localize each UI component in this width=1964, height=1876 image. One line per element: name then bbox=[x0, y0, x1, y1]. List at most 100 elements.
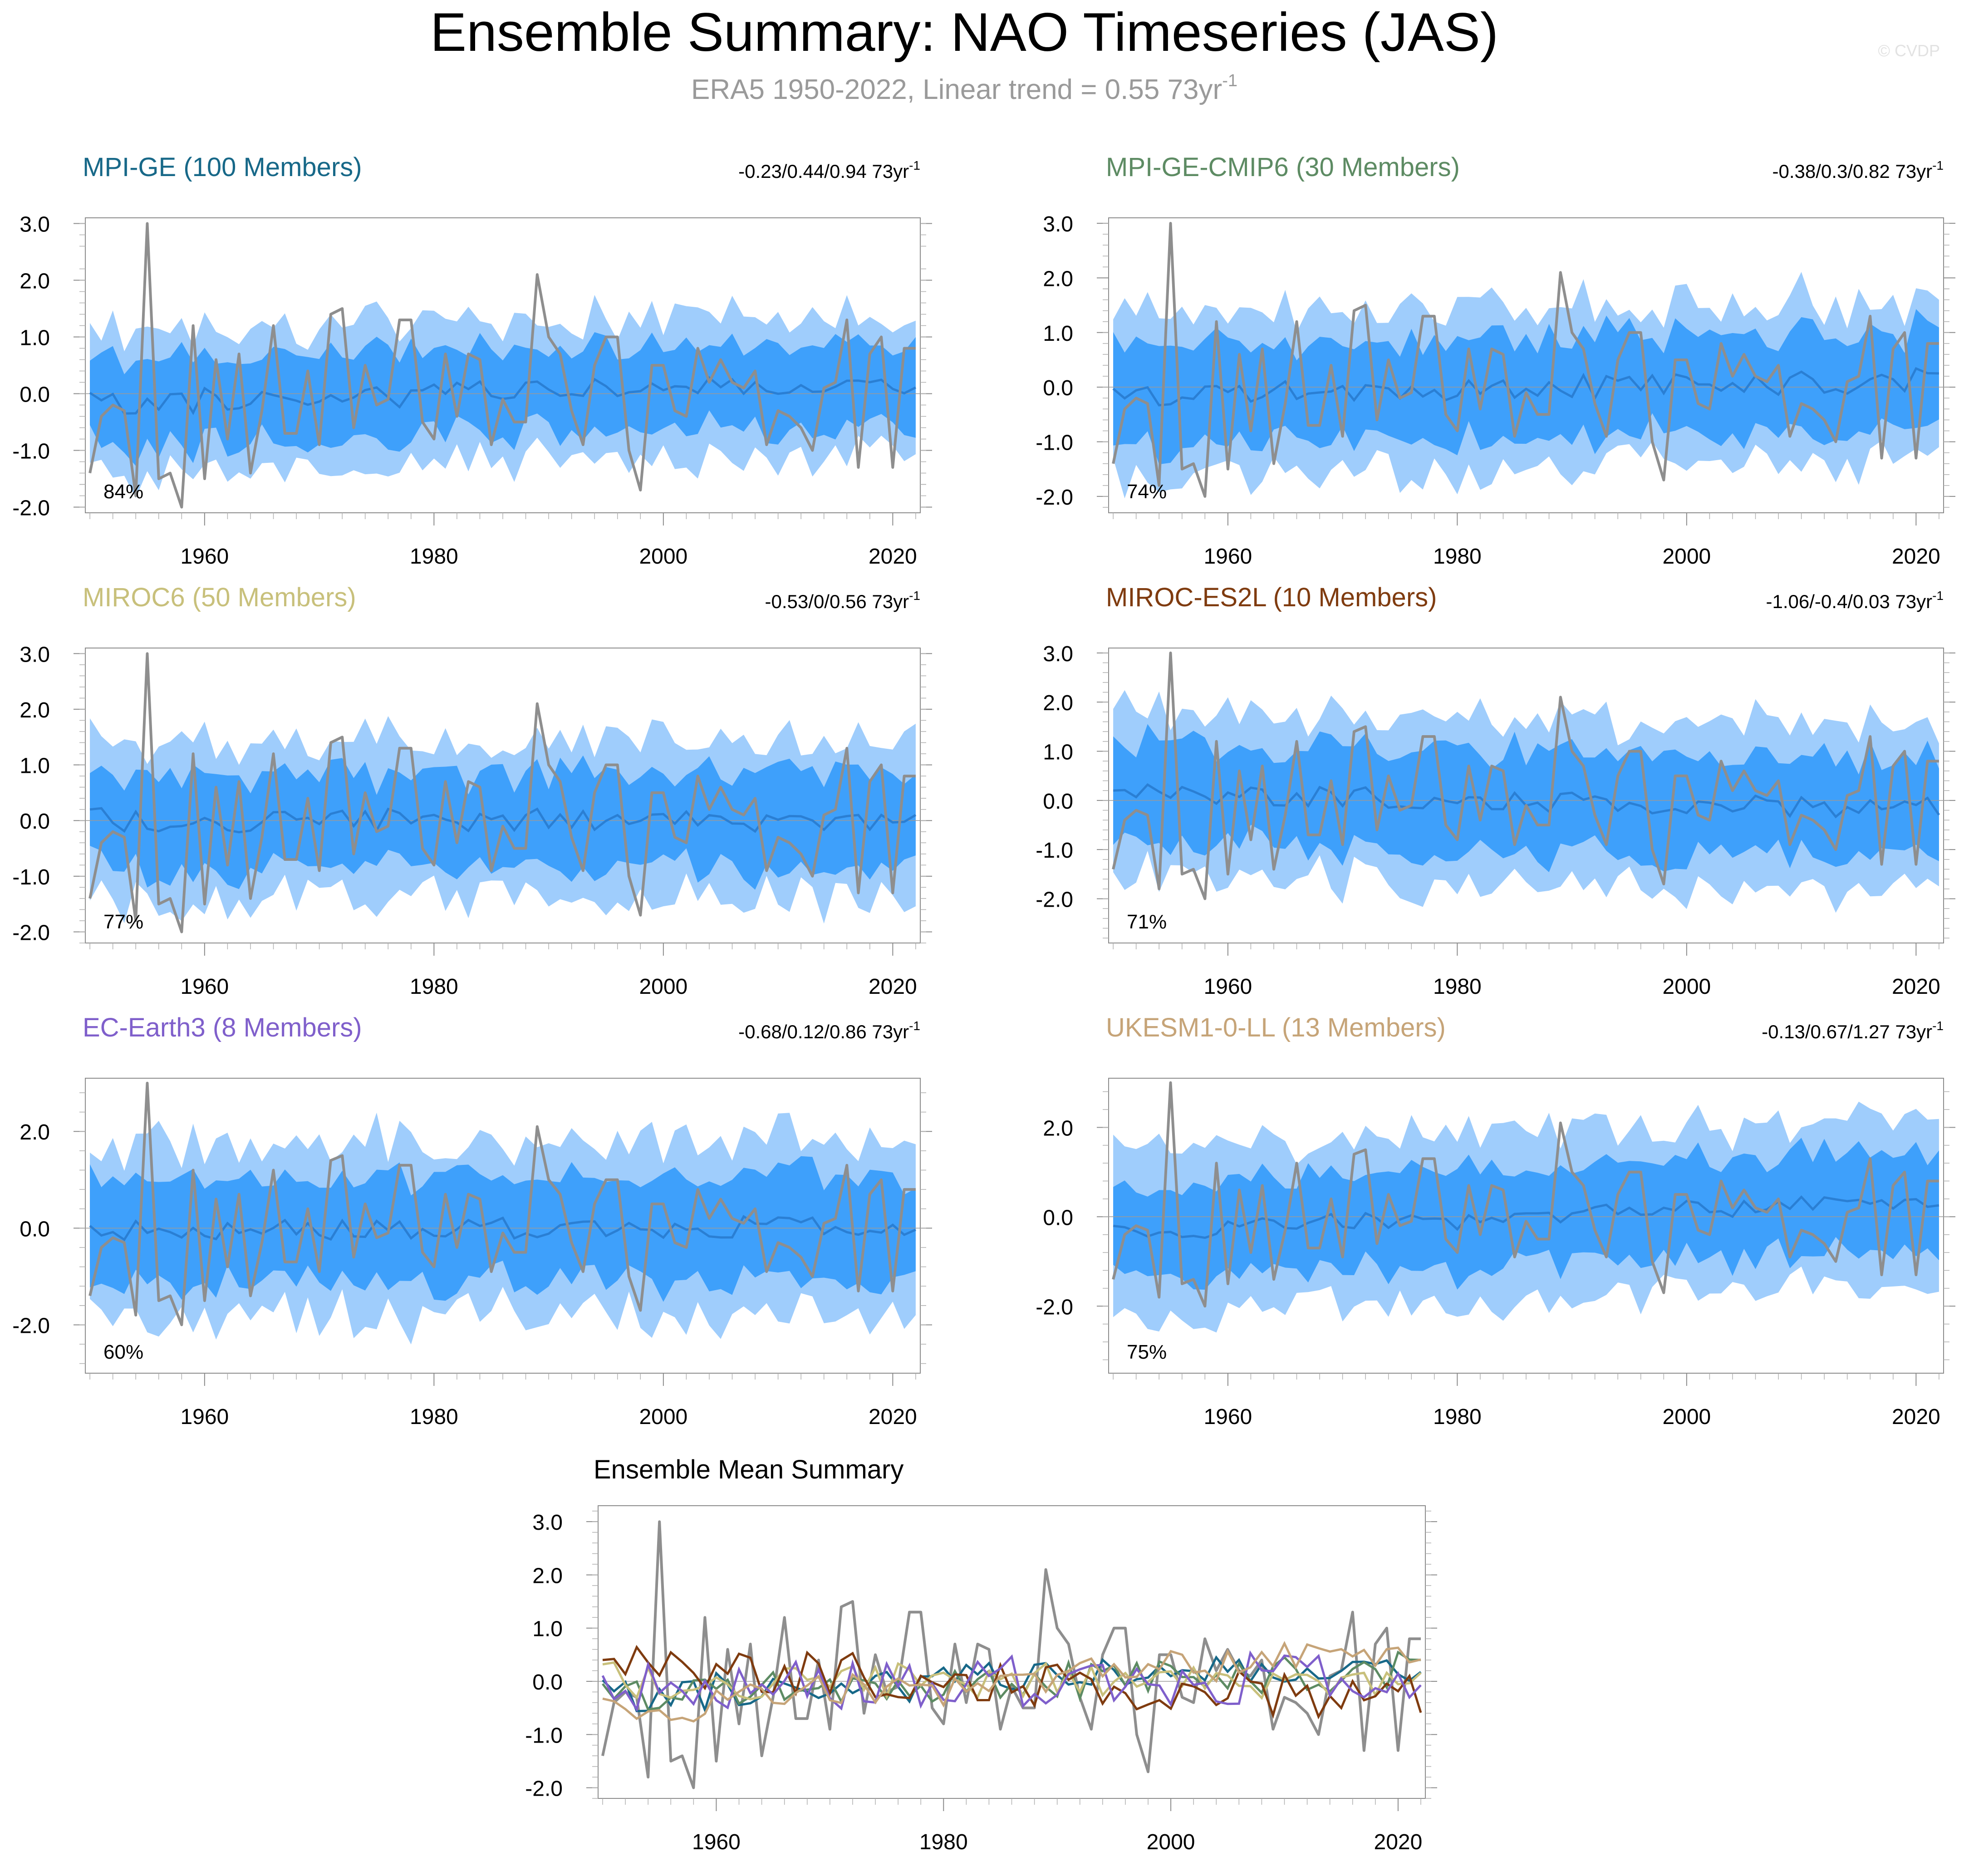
panel-6-trend-unit: 73yr bbox=[1890, 1021, 1932, 1042]
panel-3-xtick-label: 2000 bbox=[639, 975, 687, 999]
panel-6-ytick-label: 0.0 bbox=[1043, 1206, 1073, 1230]
panel-2: -2.0 -1.0 0.0 1.0 2.0 3.0 1960 1980 2000 2020 MPI-… bbox=[1036, 152, 1955, 569]
panel-6-xtick-label: 2000 bbox=[1662, 1405, 1711, 1429]
panel-3-ytick-label: -2.0 bbox=[12, 921, 50, 945]
summary-xtick-label: 1960 bbox=[692, 1830, 741, 1854]
summary-mean-line-6 bbox=[602, 1641, 1421, 1723]
summary-xtick-label: 1980 bbox=[919, 1830, 968, 1854]
panel-3-ytick-label: -1.0 bbox=[12, 865, 50, 889]
panel-6-title: UKESM1-0-LL (13 Members) bbox=[1106, 1013, 1446, 1042]
panel-4-xtick-label: 1960 bbox=[1203, 975, 1252, 999]
panel-2-xtick-label: 1980 bbox=[1433, 545, 1482, 569]
panel-4-trend-label: -1.06/-0.4/0.03 73yr-1 bbox=[1766, 589, 1944, 612]
panel-6-xtick-label: 2020 bbox=[1892, 1405, 1940, 1429]
summary-ytick-label: 0.0 bbox=[532, 1670, 563, 1694]
panel-4-trend-unit: 73yr bbox=[1890, 591, 1932, 612]
panel-4-obs-line bbox=[1112, 651, 1939, 900]
panel-4-ytick-label: -2.0 bbox=[1036, 888, 1073, 912]
panel-5-xtick-label: 1960 bbox=[180, 1405, 229, 1429]
panel-3: -2.0 -1.0 0.0 1.0 2.0 3.0 1960 1980 2000 2020 MIRO… bbox=[12, 583, 932, 999]
panel-5-trend-values: -0.68/0.12/0.86 bbox=[738, 1021, 867, 1042]
panel-2-trend-values: -0.38/0.3/0.82 bbox=[1773, 161, 1890, 182]
panel-4-ytick-label: 3.0 bbox=[1043, 642, 1073, 666]
panel-6-ytick-label: 2.0 bbox=[1043, 1116, 1073, 1140]
panel-6-ens-mean-line bbox=[1113, 1195, 1939, 1239]
panel-6-xtick-label: 1960 bbox=[1203, 1405, 1252, 1429]
summary-panel: -2.0 -1.0 0.0 1.0 2.0 3.0 1960 1980 2000 2020 Ense… bbox=[525, 1455, 1437, 1854]
summary-ytick-label: 2.0 bbox=[532, 1564, 563, 1588]
panel-4-percent-label: 71% bbox=[1127, 911, 1167, 933]
panel-4-trend-values: -1.06/-0.4/0.03 bbox=[1766, 591, 1890, 612]
panel-2-percent-label: 74% bbox=[1127, 481, 1167, 503]
panel-3-ens-mean-line bbox=[89, 807, 917, 834]
summary-mean-line-4 bbox=[602, 1645, 1422, 1719]
panel-4-ytick-label: 0.0 bbox=[1043, 790, 1073, 814]
panel-1-ytick-label: 0.0 bbox=[20, 383, 50, 407]
panel-5-inner-band bbox=[90, 1156, 916, 1302]
panel-2-ytick-label: -2.0 bbox=[1036, 486, 1073, 510]
panel-5-trend-unit-sup: -1 bbox=[909, 1019, 920, 1033]
figure-title: Ensemble Summary: NAO Timeseries (JAS) bbox=[430, 2, 1498, 63]
subtitle-sup: -1 bbox=[1222, 71, 1237, 90]
panel-2-ens-mean-line bbox=[1112, 367, 1939, 407]
panel-3-ytick-label: 2.0 bbox=[20, 698, 50, 722]
panel-2-ytick-label: -1.0 bbox=[1036, 431, 1073, 455]
watermark: © CVDP bbox=[1878, 41, 1940, 60]
panel-6-xtick-label: 1980 bbox=[1433, 1405, 1482, 1429]
panel-6: -2.0 0.0 2.0 1960 1980 2000 2020 UKESM1-0-LL (1… bbox=[1036, 1013, 1955, 1429]
panel-3-trend-label: -0.53/0/0.56 73yr-1 bbox=[765, 589, 920, 612]
subtitle-text: ERA5 1950-2022, Linear trend = 0.55 73yr bbox=[691, 74, 1222, 105]
panel-1-trend-label: -0.23/0.44/0.94 73yr-1 bbox=[738, 158, 920, 182]
panel-1-ytick-label: -2.0 bbox=[12, 496, 50, 521]
summary-frame bbox=[598, 1505, 1426, 1799]
panel-2-xtick-label: 2020 bbox=[1892, 545, 1940, 569]
panel-5-trend-unit: 73yr bbox=[867, 1021, 909, 1042]
panel-5-title: EC-Earth3 (8 Members) bbox=[83, 1013, 362, 1042]
panel-6-trend-values: -0.13/0.67/1.27 bbox=[1762, 1021, 1890, 1042]
summary-title: Ensemble Mean Summary bbox=[594, 1455, 903, 1484]
panel-5-percent-label: 60% bbox=[103, 1341, 143, 1363]
panel-5: -2.0 0.0 2.0 1960 1980 2000 2020 EC-Earth3 (8 M… bbox=[12, 1013, 932, 1429]
panel-5-ens-mean-line bbox=[89, 1215, 916, 1242]
panel-2-trend-unit-sup: -1 bbox=[1932, 158, 1944, 172]
panel-4: -2.0 -1.0 0.0 1.0 2.0 3.0 1960 1980 2000 2020 MIRO… bbox=[1036, 583, 1955, 999]
panel-2-trend-label: -0.38/0.3/0.82 73yr-1 bbox=[1773, 158, 1944, 182]
panel-1-ytick-label: -1.0 bbox=[12, 440, 50, 464]
panel-1-percent-label: 84% bbox=[103, 481, 143, 503]
panel-6-trend-label: -0.13/0.67/1.27 73yr-1 bbox=[1762, 1019, 1944, 1042]
summary-obs-line bbox=[601, 1520, 1421, 1789]
panel-3-trend-values: -0.53/0/0.56 bbox=[765, 591, 867, 612]
panel-6-ytick-label: -2.0 bbox=[1036, 1295, 1073, 1319]
panel-3-trend-unit-sup: -1 bbox=[909, 589, 920, 603]
panel-5-ytick-label: -2.0 bbox=[12, 1314, 50, 1338]
panel-5-xtick-label: 2020 bbox=[869, 1405, 917, 1429]
panel-3-title: MIROC6 (50 Members) bbox=[83, 583, 356, 612]
panel-4-xtick-label: 2020 bbox=[1892, 975, 1940, 999]
summary-ytick-label: -2.0 bbox=[525, 1777, 563, 1801]
panel-2-ytick-label: 2.0 bbox=[1043, 267, 1073, 291]
panel-4-ytick-label: -1.0 bbox=[1036, 839, 1073, 863]
panel-4-xtick-label: 1980 bbox=[1433, 975, 1482, 999]
summary-xtick-label: 2000 bbox=[1147, 1830, 1195, 1854]
summary-ytick-label: 1.0 bbox=[532, 1617, 563, 1641]
panel-5-trend-label: -0.68/0.12/0.86 73yr-1 bbox=[738, 1019, 920, 1042]
panel-4-xtick-label: 2000 bbox=[1662, 975, 1711, 999]
panel-2-trend-unit: 73yr bbox=[1890, 161, 1932, 182]
summary-mean-line-5 bbox=[601, 1650, 1422, 1712]
panel-4-ytick-label: 1.0 bbox=[1043, 741, 1073, 765]
summary-ytick-label: -1.0 bbox=[525, 1724, 563, 1748]
panel-2-obs-line bbox=[1112, 222, 1939, 498]
panel-3-ytick-label: 3.0 bbox=[20, 643, 50, 667]
panel-1: -2.0 -1.0 0.0 1.0 2.0 3.0 1960 1980 2000 2020 MPI-… bbox=[12, 152, 932, 569]
panel-3-xtick-label: 1980 bbox=[410, 975, 458, 999]
panel-4-title: MIROC-ES2L (10 Members) bbox=[1106, 583, 1437, 612]
panel-1-trend-unit-sup: -1 bbox=[909, 158, 920, 172]
panel-3-percent-label: 77% bbox=[103, 911, 143, 933]
panel-1-xtick-label: 1960 bbox=[180, 545, 229, 569]
panel-1-ytick-label: 3.0 bbox=[20, 213, 50, 237]
panel-2-ytick-label: 0.0 bbox=[1043, 376, 1073, 400]
panel-1-ytick-label: 1.0 bbox=[20, 326, 50, 350]
panel-1-title: MPI-GE (100 Members) bbox=[83, 152, 362, 182]
